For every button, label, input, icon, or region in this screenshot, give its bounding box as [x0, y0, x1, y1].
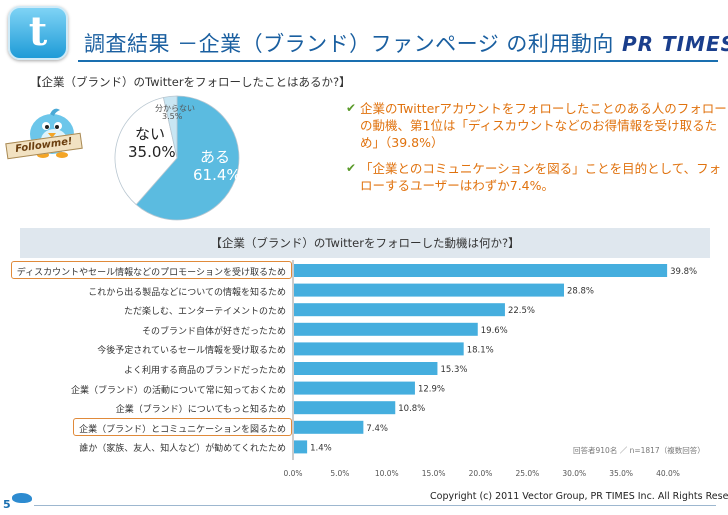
bar-category-label: 企業（ブランド）についてもっと知るため — [115, 405, 286, 416]
finding-text-2: 「企業とのコミュニケーションを図る」ことを目的として、フォローするユーザーはわず… — [360, 161, 722, 193]
bar-category-label: 今後予定されているセール情報を受け取るため — [97, 346, 286, 357]
pie-chart — [114, 95, 240, 221]
header-divider — [78, 60, 718, 62]
bar — [294, 362, 438, 375]
bar-value-label: 19.6% — [481, 326, 508, 336]
x-tick-label: 40.0% — [656, 469, 680, 478]
finding-text-1: 企業のTwitterアカウントをフォローしたことのある人のフォローの動機、第1位… — [360, 101, 727, 150]
highlight-box — [73, 417, 292, 436]
pie-label-yes: ある — [200, 148, 231, 166]
header: t 調査結果 －企業（ブランド）ファンページ の利用動向 PR TIMES — [0, 0, 728, 70]
bar-value-label: 28.8% — [567, 287, 594, 297]
bar — [294, 381, 415, 395]
bar-value-label: 7.4% — [366, 424, 388, 434]
sample-note: 回答者910名 ／ n=1817（複数回答） — [573, 446, 705, 455]
bar-category-label: ただ楽しむ、エンターテイメントのため — [123, 307, 286, 318]
bar-chart-title-box: 【企業（ブランド）のTwitterをフォローした動機は何か?】 — [20, 228, 710, 258]
bar-value-label: 15.3% — [440, 365, 467, 375]
bar — [294, 342, 464, 356]
twitter-logo-icon: t — [8, 6, 68, 60]
bar-value-label: 12.9% — [418, 385, 445, 395]
bar — [294, 303, 505, 317]
brand-logo: PR TIMES — [622, 32, 728, 56]
x-tick-label: 0.0% — [283, 469, 302, 478]
bar — [294, 440, 308, 454]
bar — [294, 264, 668, 277]
copyright-text: Copyright (c) 2011 Vector Group, PR TIME… — [430, 491, 728, 502]
x-tick-label: 35.0% — [609, 469, 633, 478]
x-tick-label: 25.0% — [515, 469, 539, 478]
bar-category-label: これから出る製品などについての情報を知るため — [88, 287, 286, 298]
pie-value-unknown: 3.5% — [162, 112, 183, 121]
footer-divider — [34, 505, 716, 506]
bar — [294, 420, 364, 434]
bar-category-label: 誰か（家族、友人、知人など）が勧めてくれたため — [79, 444, 286, 455]
pie-label-unknown: 分からない — [155, 104, 195, 113]
bar — [294, 283, 564, 297]
bar-category-label: 企業（ブランド）の活動について常に知っておくため — [70, 385, 286, 396]
bar-chart-title: 【企業（ブランド）のTwitterをフォローした動機は何か?】 — [210, 236, 520, 250]
x-tick-label: 10.0% — [375, 469, 399, 478]
pie-slice-unknown — [162, 95, 178, 159]
pie-value-yes: 61.4% — [193, 166, 241, 184]
bar — [294, 322, 478, 336]
page-title: 調査結果 －企業（ブランド）ファンページ の利用動向 — [84, 32, 614, 56]
x-tick-label: 20.0% — [469, 469, 493, 478]
bar-category-label: よく利用する商品のブランドだったため — [123, 366, 286, 376]
bar-value-label: 1.4% — [310, 443, 332, 453]
bar-value-label: 10.8% — [398, 404, 425, 414]
bar-category-label: 企業（ブランド）とコミュニケーションを図るため — [79, 424, 286, 435]
bar-category-label: ディスカウントやセール情報などのプロモーションを受け取るため — [16, 268, 286, 278]
page-number: 5 — [3, 498, 11, 511]
highlight-box — [10, 261, 292, 279]
bar-value-label: 18.1% — [467, 345, 494, 355]
footer-bird-icon — [12, 493, 32, 503]
bar-category-label: そのブランド自体が好きだったため — [141, 326, 286, 337]
pie-slice-no — [114, 97, 178, 206]
x-tick-label: 5.0% — [330, 469, 349, 478]
x-tick-label: 15.0% — [422, 469, 446, 478]
bar-value-label: 22.5% — [508, 306, 535, 316]
pie-slice-yes — [135, 95, 240, 221]
pie-value-no: 35.0% — [128, 143, 176, 161]
pie-chart-title: 【企業（ブランド）のTwitterをフォローしたことはあるか?】 — [30, 75, 351, 89]
pie-label-no: ない — [135, 125, 166, 143]
checkmark-icon: ✔ — [346, 101, 357, 115]
x-tick-label: 30.0% — [562, 469, 586, 478]
checkmark-icon: ✔ — [346, 161, 357, 175]
bar-value-label: 39.8% — [670, 267, 697, 277]
bar — [294, 401, 396, 415]
